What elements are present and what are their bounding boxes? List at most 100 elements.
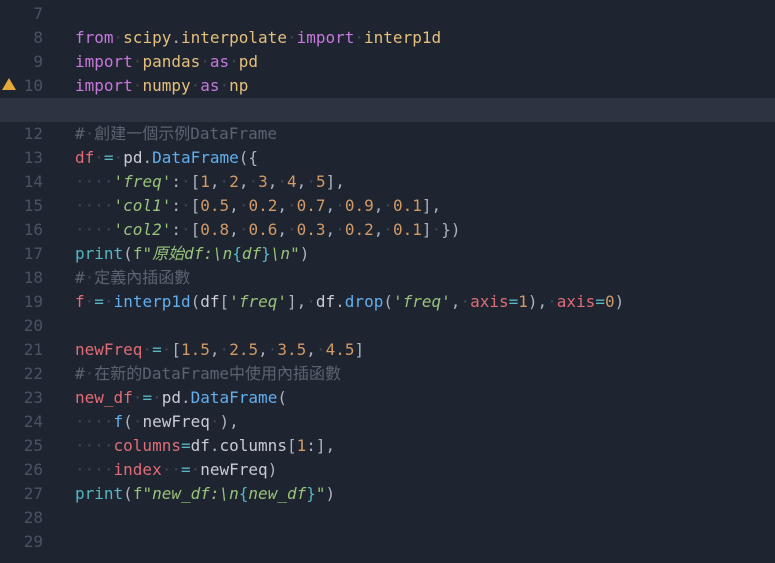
token-str: ' xyxy=(114,196,124,215)
token-txt: df xyxy=(316,292,335,311)
token-cm: 在新的DataFrame中使用內插函數 xyxy=(94,364,341,383)
token-id: index xyxy=(114,460,162,479)
token-str: ' xyxy=(162,220,172,239)
line-number-gutter: 7891011121314151617181920212223242526272… xyxy=(0,0,55,563)
token-pn: ] xyxy=(354,340,364,359)
token-ws: · xyxy=(85,268,95,287)
token-ws: · xyxy=(114,148,124,167)
token-num: 1.5 xyxy=(181,340,210,359)
token-ws: · xyxy=(547,292,557,311)
code-line[interactable] xyxy=(75,530,775,554)
code-line[interactable]: ····f(·newFreq·), xyxy=(75,410,775,434)
code-line[interactable]: #·創建一個示例DataFrame xyxy=(75,122,775,146)
token-fn: DataFrame xyxy=(152,148,239,167)
token-ws: · xyxy=(94,148,104,167)
token-kw: import xyxy=(75,52,133,71)
token-num: 4 xyxy=(287,172,297,191)
token-txt: pd xyxy=(123,148,142,167)
token-ws: · xyxy=(306,172,316,191)
code-line[interactable]: #·在新的DataFrame中使用內插函數 xyxy=(75,362,775,386)
token-op: } xyxy=(261,244,271,263)
token-pn: ( xyxy=(383,292,393,311)
code-line[interactable]: print(f"new_df:\n{new_df}") xyxy=(75,482,775,506)
code-line[interactable]: f·=·interp1d(df['freq'],·df.drop('freq',… xyxy=(75,290,775,314)
code-line[interactable]: #·定義內插函數 xyxy=(75,266,775,290)
line-number: 7 xyxy=(0,2,43,26)
token-num: 4.5 xyxy=(326,340,355,359)
code-line[interactable] xyxy=(55,98,775,122)
token-mod: pd xyxy=(239,52,258,71)
token-ws: · xyxy=(460,292,470,311)
token-ws: · xyxy=(287,196,297,215)
code-line[interactable] xyxy=(75,2,775,26)
code-line[interactable] xyxy=(75,314,775,338)
token-num: 0.3 xyxy=(297,220,326,239)
code-line[interactable]: print(f"原始df:\n{df}\n") xyxy=(75,242,775,266)
code-line[interactable]: new_df·=·pd.DataFrame( xyxy=(75,386,775,410)
code-line[interactable]: newFreq·=·[1.5,·2.5,·3.5,·4.5] xyxy=(75,338,775,362)
token-ws: · xyxy=(383,220,393,239)
token-num: 0.5 xyxy=(200,196,229,215)
token-pn: , xyxy=(229,196,239,215)
token-ws: · xyxy=(306,292,316,311)
code-line[interactable]: ····index··=·newFreq) xyxy=(75,458,775,482)
code-line[interactable]: from·scipy.interpolate·import·interp1d xyxy=(75,26,775,50)
line-number: 8 xyxy=(0,26,43,50)
token-strit: \n xyxy=(271,244,290,263)
code-line[interactable]: df·=·pd.DataFrame({ xyxy=(75,146,775,170)
token-op: = xyxy=(152,340,162,359)
token-ws: · xyxy=(191,76,201,95)
code-line[interactable]: import·numpy·as·np xyxy=(75,74,775,98)
token-ws: ·· xyxy=(162,460,181,479)
token-ws: · xyxy=(210,412,220,431)
line-number: 17 xyxy=(0,242,43,266)
token-op: = xyxy=(509,292,519,311)
token-mod: np xyxy=(229,76,248,95)
token-str: f" xyxy=(133,484,152,503)
token-txt: newFreq xyxy=(200,460,267,479)
token-pn: , xyxy=(326,220,336,239)
token-txt: df xyxy=(200,292,219,311)
token-strit: new_df:\n xyxy=(152,484,239,503)
line-number: 13 xyxy=(0,146,43,170)
token-ws: · xyxy=(152,388,162,407)
token-pn: [ xyxy=(171,340,181,359)
token-ws: · xyxy=(181,196,191,215)
code-line[interactable] xyxy=(75,506,775,530)
code-area[interactable]: from·scipy.interpolate·import·interp1dim… xyxy=(55,0,775,563)
token-id: newFreq xyxy=(75,340,142,359)
token-str: ' xyxy=(114,220,124,239)
token-pn: ], xyxy=(287,292,306,311)
token-kw: from xyxy=(75,28,114,47)
token-op: = xyxy=(595,292,605,311)
token-ws: · xyxy=(220,340,230,359)
token-ws: · xyxy=(287,28,297,47)
token-pn: ), xyxy=(220,412,239,431)
line-number: 24 xyxy=(0,410,43,434)
token-pn: ], xyxy=(422,196,441,215)
token-ws: · xyxy=(181,220,191,239)
token-pn: ( xyxy=(123,412,133,431)
token-ws: · xyxy=(229,52,239,71)
code-line[interactable]: ····'col1':·[0.5,·0.2,·0.7,·0.9,·0.1], xyxy=(75,194,775,218)
code-line[interactable]: import·pandas·as·pd xyxy=(75,50,775,74)
code-line[interactable]: ····'col2':·[0.8,·0.6,·0.3,·0.2,·0.1]·}) xyxy=(75,218,775,242)
token-pn: ) xyxy=(300,244,310,263)
token-pn: , xyxy=(374,220,384,239)
token-num: 0 xyxy=(605,292,615,311)
token-num: 0.8 xyxy=(200,220,229,239)
token-cm: # xyxy=(75,124,85,143)
token-pn: }) xyxy=(441,220,460,239)
token-ws: · xyxy=(220,76,230,95)
token-str: ' xyxy=(441,292,451,311)
code-line[interactable]: ····'freq':·[1,·2,·3,·4,·5], xyxy=(75,170,775,194)
token-pn: ) xyxy=(326,484,336,503)
code-line[interactable]: ····columns=df.columns[1:], xyxy=(75,434,775,458)
token-pn: :], xyxy=(306,436,335,455)
token-kw: as xyxy=(200,76,219,95)
token-num: 3 xyxy=(258,172,268,191)
token-mod: interp1d xyxy=(364,28,441,47)
token-pn: [ xyxy=(191,172,201,191)
token-txt: newFreq xyxy=(142,412,209,431)
code-editor[interactable]: 7891011121314151617181920212223242526272… xyxy=(0,0,775,563)
